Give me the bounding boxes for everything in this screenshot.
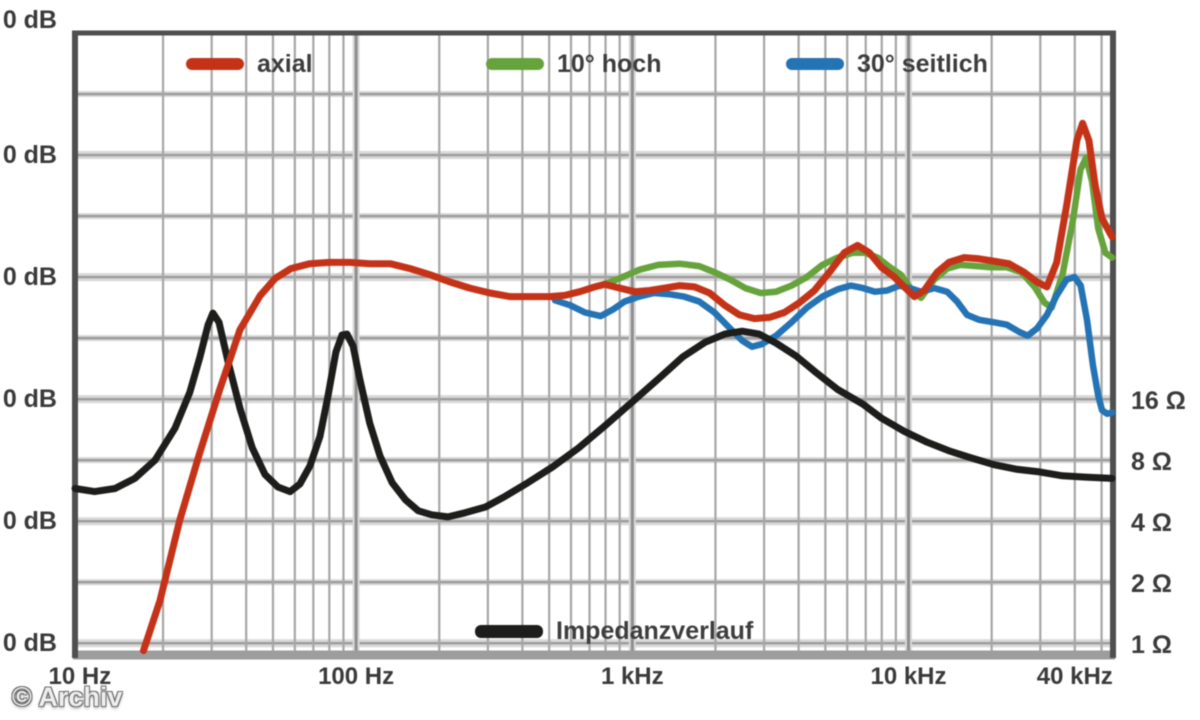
x-axis-tick-label: 1 kHz <box>600 663 664 690</box>
legend-label: Impedanzverlauf <box>556 616 754 645</box>
legend-label: axial <box>257 49 313 78</box>
x-axis-tick-label: 10 Hz <box>48 663 112 690</box>
curve-axial <box>140 119 1116 655</box>
y-axis-tick-label: 0 dB <box>2 629 57 658</box>
x-axis-tick-label: 40 kHz <box>1036 663 1113 690</box>
legend-item-10-hoch: 10° hoch <box>486 49 661 79</box>
legend-swatch <box>186 58 244 70</box>
impedance-tick-label: 16 Ω <box>1131 387 1186 416</box>
curve-30-seitlich <box>551 273 1116 418</box>
legend-item-30-seitlich: 30° seitlich <box>786 49 988 79</box>
x-axis-tick-label: 10 kHz <box>870 663 947 690</box>
legend-swatch <box>475 624 543 638</box>
legend-label: 30° seitlich <box>857 49 988 78</box>
watermark: © Archiv <box>12 682 123 712</box>
impedance-tick-label: 2 Ω <box>1131 570 1172 599</box>
y-axis-tick-label: 0 dB <box>2 141 57 170</box>
impedance-tick-label: 8 Ω <box>1131 448 1172 477</box>
legend-label: 10° hoch <box>557 49 662 78</box>
curve-10-hoch <box>597 154 1116 311</box>
legend-item-impedanzverlauf: Impedanzverlauf <box>475 616 753 646</box>
curve-impedanzverlauf <box>71 309 1116 521</box>
y-axis-tick-label: 0 dB <box>2 507 57 536</box>
y-axis-tick-label: 0 dB <box>2 385 57 414</box>
y-axis-tick-label: 0 dB <box>2 6 57 34</box>
y-axis-tick-label: 0 dB <box>2 263 57 292</box>
x-axis-tick-label: 100 Hz <box>318 663 395 690</box>
legend-item-axial: axial <box>186 49 313 79</box>
impedance-tick-label: 4 Ω <box>1131 509 1172 538</box>
legend-swatch <box>486 58 544 70</box>
impedance-tick-label: 1 Ω <box>1131 631 1172 660</box>
legend-swatch <box>786 58 844 70</box>
